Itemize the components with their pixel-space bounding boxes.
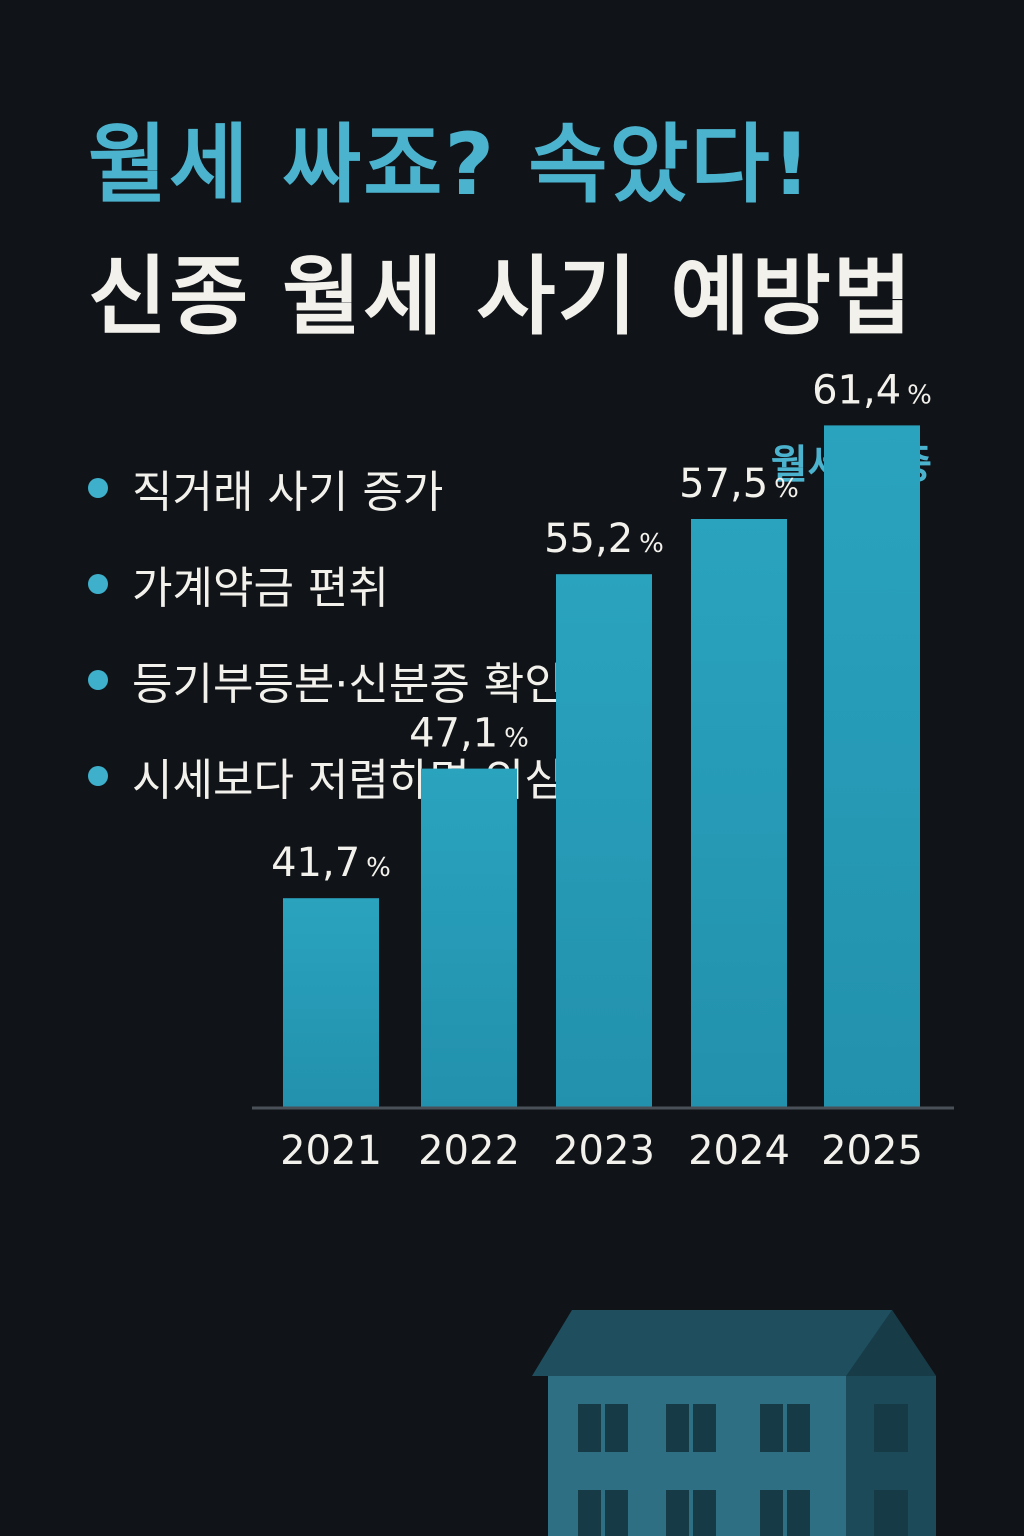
bar-value-label: 47,1%	[409, 711, 529, 757]
bar-2023	[556, 574, 652, 1107]
house-window	[874, 1490, 908, 1536]
bar-value-label: 61,4%	[812, 367, 932, 413]
bullet-item: 직거래 사기 증가	[88, 440, 565, 536]
x-tick-label: 2023	[553, 1128, 655, 1174]
bar-2024	[691, 519, 787, 1107]
page-title-line-2: 신종 월세 사기 예방법	[88, 247, 914, 347]
x-tick-label: 2022	[418, 1128, 520, 1174]
page-title-line-1: 월세 싸죠? 속았다!	[88, 115, 813, 215]
bullet-text: 등기부등본·신분증 확인	[132, 659, 565, 710]
bullet-dot-icon	[88, 574, 108, 594]
x-tick-label: 2025	[821, 1128, 923, 1174]
bullet-text: 가계약금 편취	[132, 563, 389, 614]
bar-value-label: 41,7%	[271, 840, 391, 886]
bar-value-label: 57,5%	[679, 461, 799, 507]
house-window	[874, 1404, 908, 1452]
bullet-dot-icon	[88, 478, 108, 498]
bullet-item: 등기부등본·신분증 확인	[88, 632, 565, 728]
house-roof	[532, 1310, 936, 1376]
x-tick-label: 2021	[280, 1128, 382, 1174]
bar-2022	[421, 768, 517, 1107]
bullet-dot-icon	[88, 670, 108, 690]
bullet-item: 가계약금 편취	[88, 536, 565, 632]
bar-2021	[283, 898, 379, 1107]
x-tick-label: 2024	[688, 1128, 790, 1174]
bar-2025	[824, 425, 920, 1107]
bar-chart: 41,7 % 2021 47,1 % 2022 55,2 % 2023 57,5 % 2024 61,4…	[252, 367, 954, 1174]
bullet-text: 직거래 사기 증가	[132, 467, 444, 518]
bar-value-label: 55,2%	[544, 516, 664, 562]
bullet-dot-icon	[88, 766, 108, 786]
